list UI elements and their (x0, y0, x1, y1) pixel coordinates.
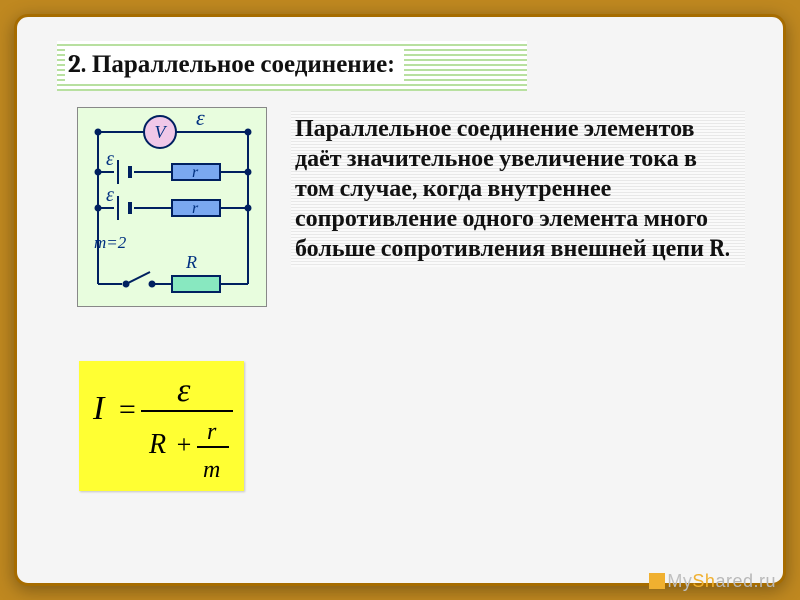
watermark-logo-icon (649, 573, 665, 589)
emf-top-label: ε (196, 108, 205, 130)
r2-label: r (192, 200, 199, 217)
watermark: MyShared.ru (649, 571, 776, 592)
emf1-label: ε (106, 148, 114, 170)
emf2-label: ε (106, 184, 114, 206)
formula-block: I = ε R + r m (79, 361, 244, 491)
formula-eq: = (117, 393, 137, 426)
watermark-rest: ared.ru (715, 571, 776, 591)
formula-emf: ε (177, 372, 191, 409)
watermark-my: My (667, 571, 692, 591)
formula-I: I (92, 390, 106, 427)
formula-plus: + (175, 430, 193, 459)
circuit-diagram: V ε ε ε r r R m=2 (77, 107, 267, 307)
formula-R: R (148, 429, 166, 460)
formula-r: r (207, 419, 217, 445)
slide-frame: 2. Параллельное соединение: (14, 14, 786, 586)
r1-label: r (192, 164, 199, 181)
description-text: Параллельное соединение элементов даёт з… (291, 111, 745, 267)
formula-m: m (203, 457, 220, 483)
description-body: Параллельное соединение элементов даёт з… (295, 114, 730, 262)
slide-title: 2. Параллельное соединение: (65, 47, 404, 82)
m-label: m=2 (94, 233, 127, 252)
R-label: R (185, 252, 197, 272)
watermark-sh: Sh (692, 571, 715, 591)
